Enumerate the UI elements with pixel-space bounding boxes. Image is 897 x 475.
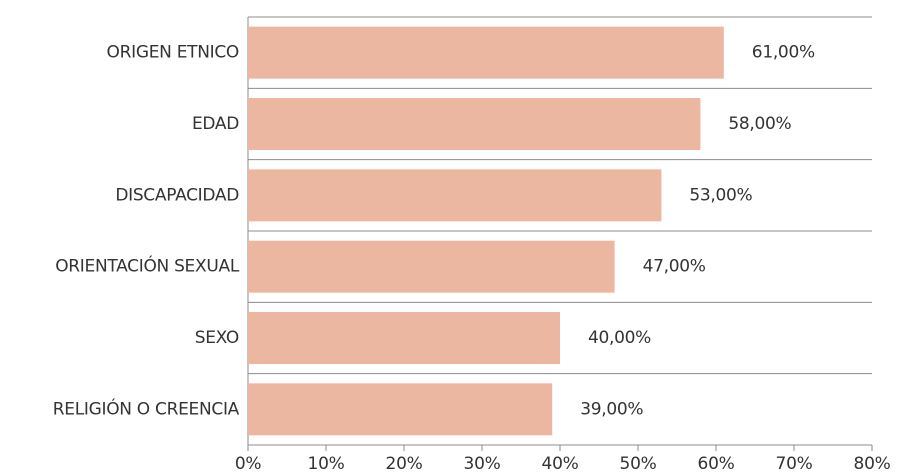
value-label: 58,00% (728, 114, 791, 134)
x-tick-label: 0% (235, 454, 262, 474)
value-label: 47,00% (643, 257, 706, 277)
bar (248, 169, 662, 222)
bar (248, 240, 615, 293)
bar (248, 383, 553, 436)
value-label: 39,00% (580, 399, 643, 419)
y-tick-label: ORIENTACIÓN SEXUAL (55, 255, 240, 277)
value-label: 61,00% (752, 43, 815, 63)
x-tick-label: 70% (776, 454, 813, 474)
value-label: 40,00% (588, 328, 651, 348)
bar (248, 98, 701, 150)
bar (248, 312, 560, 364)
x-tick-label: 60% (698, 454, 735, 474)
y-tick-label: DISCAPACIDAD (115, 185, 239, 205)
y-tick-label: EDAD (192, 114, 239, 134)
x-tick-label: 20% (386, 454, 423, 474)
y-tick-label: RELIGIÓN O CREENCIA (53, 397, 240, 419)
x-tick-label: 40% (542, 454, 579, 474)
x-tick-label: 50% (620, 454, 657, 474)
y-tick-label: ORIGEN ETNICO (107, 43, 239, 63)
bar (248, 26, 724, 79)
value-label: 53,00% (689, 185, 752, 205)
x-tick-label: 30% (464, 454, 501, 474)
x-tick-label: 80% (854, 454, 891, 474)
x-tick-label: 10% (308, 454, 345, 474)
y-tick-label: SEXO (195, 328, 239, 348)
